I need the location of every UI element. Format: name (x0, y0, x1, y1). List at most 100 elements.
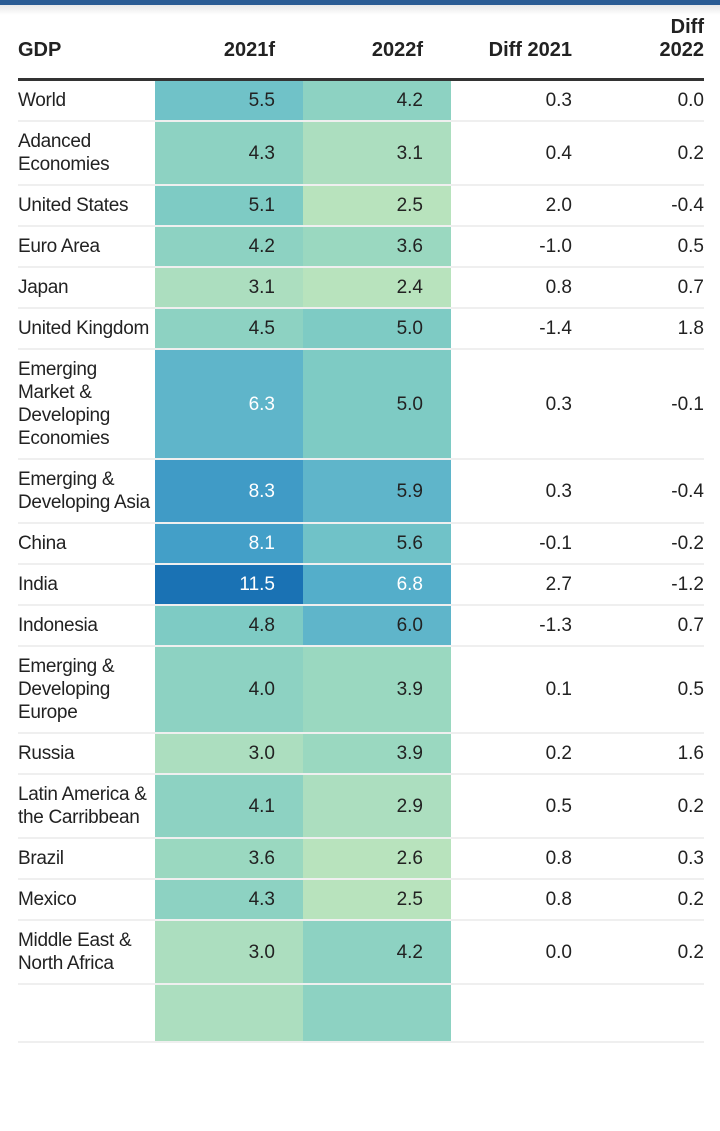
cell-diff-2021: 2.0 (545, 195, 572, 216)
cell-diff-2022: -0.1 (671, 393, 704, 415)
cell-diff-2021: 0.0 (545, 941, 572, 963)
table-row: Emerging & Developing Asia 8.3 5.9 0.3 -0.4 (18, 459, 704, 523)
cell-diff-2021: -1.4 (539, 318, 572, 339)
cell-diff-2022: -0.2 (671, 533, 704, 554)
row-label: Indonesia (18, 615, 98, 636)
cell-2021f: 4.8 (155, 605, 303, 646)
cell-2021f: 3.1 (155, 267, 303, 308)
row-label: Japan (18, 277, 69, 298)
cell-2021f: 6.3 (155, 349, 303, 459)
cell-2022f: 6.0 (303, 605, 451, 646)
header-diff-2022-line1: Diff (670, 16, 704, 38)
cell-diff-2022: 0.2 (677, 941, 704, 963)
cell-2022f: 4.2 (303, 920, 451, 984)
table-row: Emerging & Developing Europe 4.0 3.9 0.1 0.5 (18, 646, 704, 733)
cell-2022f: 3.1 (303, 121, 451, 185)
header-diff-2022[interactable]: Diff 2022 (572, 0, 705, 80)
header-diff-2021[interactable]: Diff 2021 (488, 39, 572, 61)
cell-2021f: 4.5 (155, 308, 303, 349)
header-2021f[interactable]: 2021f (223, 39, 275, 61)
header-diff-2022-line2: 2022 (659, 39, 705, 61)
cell-diff-2022: -0.4 (671, 195, 704, 216)
cell-diff-2021: 0.8 (545, 277, 572, 298)
cell-2022f: 5.0 (303, 308, 451, 349)
table-row: Middle East & North Africa 3.0 4.2 0.0 0.2 (18, 920, 704, 984)
cell-2021f: 4.3 (155, 121, 303, 185)
row-label: United States (18, 195, 129, 216)
table-row: Brazil 3.6 2.6 0.8 0.3 (18, 838, 704, 879)
table-row: India 11.5 6.8 2.7 -1.2 (18, 564, 704, 605)
cell-2022f: 5.6 (303, 523, 451, 564)
cell-2022f: 3.9 (303, 646, 451, 733)
cell-2022f (303, 984, 451, 1042)
header-gdp[interactable]: GDP (18, 39, 62, 61)
cell-diff-2021: 0.1 (545, 679, 572, 700)
cell-2021f: 4.0 (155, 646, 303, 733)
row-label: India (18, 574, 58, 595)
cell-2022f: 2.5 (303, 879, 451, 920)
cell-2022f: 5.0 (303, 349, 451, 459)
table-row: China 8.1 5.6 -0.1 -0.2 (18, 523, 704, 564)
cell-2021f: 4.1 (155, 774, 303, 838)
table-row: Indonesia 4.8 6.0 -1.3 0.7 (18, 605, 704, 646)
table-row: Latin America & the Carribbean 4.1 2.9 0.5 0… (18, 774, 704, 838)
top-app-bar (0, 0, 720, 5)
cell-2021f: 5.5 (155, 79, 303, 121)
cell-2022f: 2.6 (303, 838, 451, 879)
row-label: Euro Area (18, 236, 100, 257)
cell-diff-2022: 0.5 (677, 679, 704, 700)
table-row: United States 5.1 2.5 2.0 -0.4 (18, 185, 704, 226)
row-label: Emerging & Developing Europe (18, 656, 115, 723)
row-label: Mexico (18, 889, 77, 910)
cell-2021f: 11.5 (155, 564, 303, 605)
cell-diff-2022: 0.7 (677, 615, 704, 636)
top-bar-shadow (0, 5, 720, 15)
cell-2021f: 4.2 (155, 226, 303, 267)
cell-diff-2022: 0.3 (677, 848, 704, 869)
row-label: Brazil (18, 848, 64, 869)
row-label: Latin America & the Carribbean (18, 784, 147, 828)
cell-diff-2021: 2.7 (545, 574, 572, 595)
cell-diff-2021: -1.3 (539, 615, 572, 636)
cell-diff-2022: 0.2 (677, 795, 704, 817)
cell-diff-2021: 0.5 (545, 795, 572, 817)
row-label (18, 984, 155, 1042)
row-label: United Kingdom (18, 318, 149, 339)
table-row: World 5.5 4.2 0.3 0.0 (18, 79, 704, 121)
gdp-forecast-table: GDP 2021f 2022f Diff 2021 Diff 2022 World… (18, 0, 704, 1043)
cell-diff-2022: 0.2 (677, 889, 704, 910)
cell-diff-2022: 0.5 (677, 236, 704, 257)
cell-2022f: 6.8 (303, 564, 451, 605)
cell-2022f: 3.9 (303, 733, 451, 774)
cell-diff-2022: -1.2 (671, 574, 704, 595)
cell-2022f: 2.9 (303, 774, 451, 838)
cell-diff-2021: 0.3 (545, 393, 572, 415)
row-label: Emerging & Developing Asia (18, 469, 150, 513)
cell-diff-2022: 1.8 (677, 318, 704, 339)
row-label: Russia (18, 743, 75, 764)
cell-diff-2021 (451, 984, 572, 1042)
cell-2022f: 2.4 (303, 267, 451, 308)
cell-diff-2021: 0.8 (545, 889, 572, 910)
table-header-row: GDP 2021f 2022f Diff 2021 Diff 2022 (18, 0, 704, 80)
cell-2022f: 3.6 (303, 226, 451, 267)
cell-diff-2021: 0.8 (545, 848, 572, 869)
cell-2021f: 3.0 (155, 920, 303, 984)
cell-diff-2021: 0.4 (545, 142, 572, 164)
cell-2021f: 3.6 (155, 838, 303, 879)
cell-2021f: 8.1 (155, 523, 303, 564)
table-row: Mexico 4.3 2.5 0.8 0.2 (18, 879, 704, 920)
table-row: Euro Area 4.2 3.6 -1.0 0.5 (18, 226, 704, 267)
cell-diff-2021: -0.1 (539, 533, 572, 554)
row-label: China (18, 533, 67, 554)
cell-2021f: 5.1 (155, 185, 303, 226)
cell-diff-2022: -0.4 (671, 480, 704, 502)
table-row-partial (18, 984, 704, 1042)
cell-diff-2022: 0.7 (677, 277, 704, 298)
header-2022f[interactable]: 2022f (371, 39, 423, 61)
cell-2022f: 4.2 (303, 79, 451, 121)
cell-2021f (155, 984, 303, 1042)
cell-2022f: 5.9 (303, 459, 451, 523)
cell-diff-2022: 0.0 (677, 90, 704, 111)
row-label: Middle East & North Africa (18, 930, 132, 974)
